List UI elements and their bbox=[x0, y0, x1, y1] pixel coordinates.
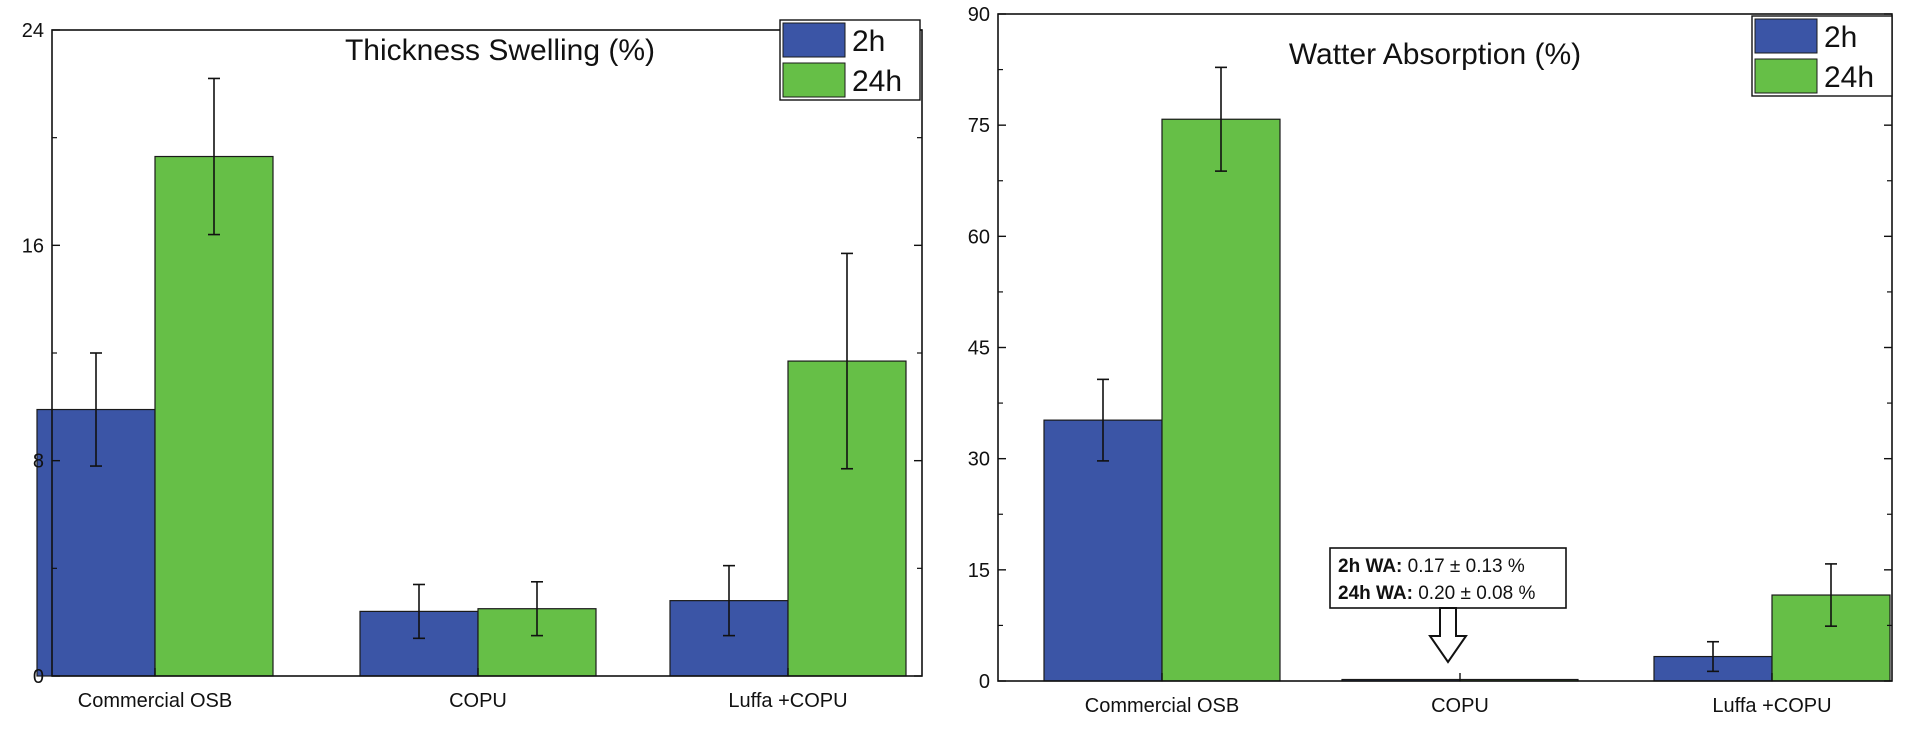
annotation-line-2: 24h WA: 0.20 ± 0.08 % bbox=[1338, 583, 1535, 604]
thickness-swelling-chart: 0 8 16 24 Commercial OSB COPU Luffa +COPU Thick… bbox=[22, 19, 923, 712]
y-tick-label: 90 bbox=[968, 4, 990, 26]
chart-title: Thickness Swelling (%) bbox=[345, 34, 655, 67]
y-tick-label: 15 bbox=[968, 560, 990, 582]
y-tick-label: 0 bbox=[33, 666, 44, 688]
x-tick-label: Luffa +COPU bbox=[1712, 695, 1831, 717]
legend-swatch-24h bbox=[782, 62, 846, 98]
legend-swatch-2h bbox=[1754, 18, 1818, 54]
x-tick-label: Luffa +COPU bbox=[728, 690, 847, 712]
chart-title: Watter Absorption (%) bbox=[1289, 38, 1581, 71]
y-tick-label: 24 bbox=[22, 20, 44, 42]
y-tick-label: 16 bbox=[22, 235, 44, 257]
legend-swatch-2h bbox=[782, 22, 846, 58]
x-tick-label: COPU bbox=[1431, 695, 1489, 717]
legend-label-24h: 24h bbox=[852, 65, 902, 98]
legend-label-2h: 2h bbox=[852, 25, 885, 58]
x-tick-label: COPU bbox=[449, 690, 507, 712]
x-tick-label: Commercial OSB bbox=[78, 690, 232, 712]
annotation-line-1: 2h WA: 0.17 ± 0.13 % bbox=[1338, 556, 1525, 577]
x-tick-label: Commercial OSB bbox=[1085, 695, 1239, 717]
legend-swatch-24h bbox=[1754, 58, 1818, 94]
annotation-arrow bbox=[1428, 607, 1468, 664]
y-tick-label: 45 bbox=[968, 338, 990, 360]
bar-24h-0 bbox=[1161, 118, 1281, 682]
y-tick-label: 8 bbox=[33, 451, 44, 473]
water-absorption-chart: 0 15 30 45 60 75 90 Commercial OSB COPU Luffa +CO… bbox=[968, 4, 1893, 717]
y-tick-label: 60 bbox=[968, 226, 990, 248]
y-tick-label: 75 bbox=[968, 115, 990, 137]
y-tick-label: 0 bbox=[979, 671, 990, 693]
legend-label-24h: 24h bbox=[1824, 61, 1874, 94]
legend-label-2h: 2h bbox=[1824, 21, 1857, 54]
y-tick-label: 30 bbox=[968, 449, 990, 471]
